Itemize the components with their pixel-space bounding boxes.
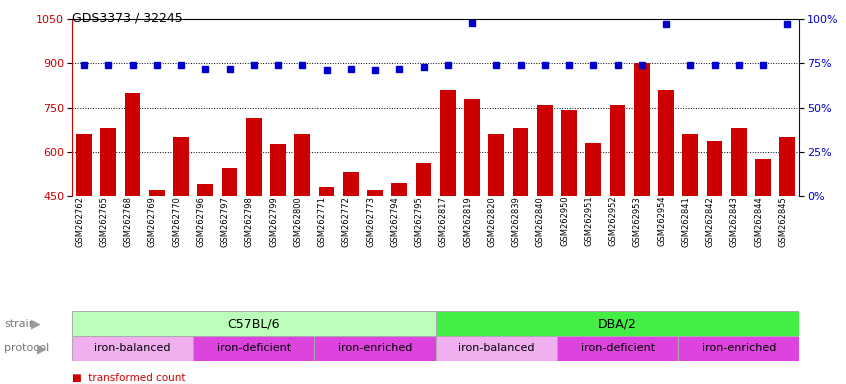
Text: GSM262770: GSM262770 (172, 196, 181, 247)
Bar (315, 336, 436, 361)
Text: GSM262954: GSM262954 (657, 196, 666, 247)
Text: GSM262800: GSM262800 (294, 196, 302, 247)
Bar (367, 190, 383, 196)
Text: GSM262839: GSM262839 (512, 196, 520, 247)
Bar (319, 187, 334, 196)
Text: GSM262841: GSM262841 (681, 196, 690, 247)
Text: ▶: ▶ (31, 317, 41, 330)
Text: GSM262951: GSM262951 (585, 196, 593, 247)
Text: GSM262771: GSM262771 (317, 196, 327, 247)
Bar (72, 336, 193, 361)
Text: GSM262820: GSM262820 (487, 196, 497, 247)
Text: GSM262840: GSM262840 (536, 196, 545, 247)
Text: GSM262843: GSM262843 (730, 196, 739, 247)
Bar (149, 190, 165, 196)
Bar (246, 118, 261, 196)
Bar (464, 99, 480, 196)
Bar (779, 137, 795, 196)
Bar (270, 144, 286, 196)
Text: GSM262950: GSM262950 (560, 196, 569, 247)
Text: GSM262952: GSM262952 (608, 196, 618, 247)
Text: C57BL/6: C57BL/6 (228, 317, 280, 330)
Bar (755, 159, 771, 196)
Text: GSM262772: GSM262772 (342, 196, 351, 247)
Bar (72, 311, 436, 336)
Text: GSM262769: GSM262769 (148, 196, 157, 247)
Text: GSM262796: GSM262796 (196, 196, 206, 247)
Bar (101, 128, 116, 196)
Bar (683, 134, 698, 196)
Text: ▶: ▶ (37, 342, 47, 355)
Text: GSM262768: GSM262768 (124, 196, 133, 247)
Bar (706, 141, 722, 196)
Bar (678, 336, 799, 361)
Bar (537, 104, 552, 196)
Bar (415, 164, 431, 196)
Bar (193, 336, 315, 361)
Bar (488, 134, 504, 196)
Bar (173, 137, 189, 196)
Bar (436, 336, 557, 361)
Bar (610, 104, 625, 196)
Bar (392, 183, 407, 196)
Bar (197, 184, 213, 196)
Text: GSM262953: GSM262953 (633, 196, 642, 247)
Text: iron-balanced: iron-balanced (458, 343, 535, 354)
Text: GSM262797: GSM262797 (221, 196, 229, 247)
Text: iron-enriched: iron-enriched (701, 343, 776, 354)
Text: GSM262799: GSM262799 (269, 196, 278, 247)
Text: DBA/2: DBA/2 (598, 317, 637, 330)
Bar (222, 168, 238, 196)
Bar (658, 90, 674, 196)
Bar (343, 172, 359, 196)
Bar (513, 128, 529, 196)
Text: protocol: protocol (4, 343, 49, 354)
Bar (561, 111, 577, 196)
Bar (124, 93, 140, 196)
Text: GSM262773: GSM262773 (366, 196, 375, 247)
Text: GSM262795: GSM262795 (415, 196, 424, 247)
Bar (557, 336, 678, 361)
Bar (731, 128, 747, 196)
Bar (634, 63, 650, 196)
Bar (436, 311, 799, 336)
Text: GSM262817: GSM262817 (439, 196, 448, 247)
Text: GSM262819: GSM262819 (463, 196, 472, 247)
Text: GSM262794: GSM262794 (390, 196, 399, 247)
Bar (294, 134, 310, 196)
Text: GSM262762: GSM262762 (75, 196, 84, 247)
Text: iron-balanced: iron-balanced (94, 343, 171, 354)
Text: ■  transformed count: ■ transformed count (72, 373, 185, 383)
Text: GSM262845: GSM262845 (778, 196, 788, 247)
Text: GSM262765: GSM262765 (99, 196, 108, 247)
Text: iron-enriched: iron-enriched (338, 343, 412, 354)
Text: GSM262798: GSM262798 (244, 196, 254, 247)
Text: GSM262842: GSM262842 (706, 196, 715, 247)
Bar (440, 90, 456, 196)
Text: GDS3373 / 32245: GDS3373 / 32245 (72, 12, 183, 25)
Bar (76, 134, 92, 196)
Text: iron-deficient: iron-deficient (217, 343, 291, 354)
Text: strain: strain (4, 318, 36, 329)
Text: GSM262844: GSM262844 (754, 196, 763, 247)
Text: iron-deficient: iron-deficient (580, 343, 655, 354)
Bar (585, 143, 602, 196)
